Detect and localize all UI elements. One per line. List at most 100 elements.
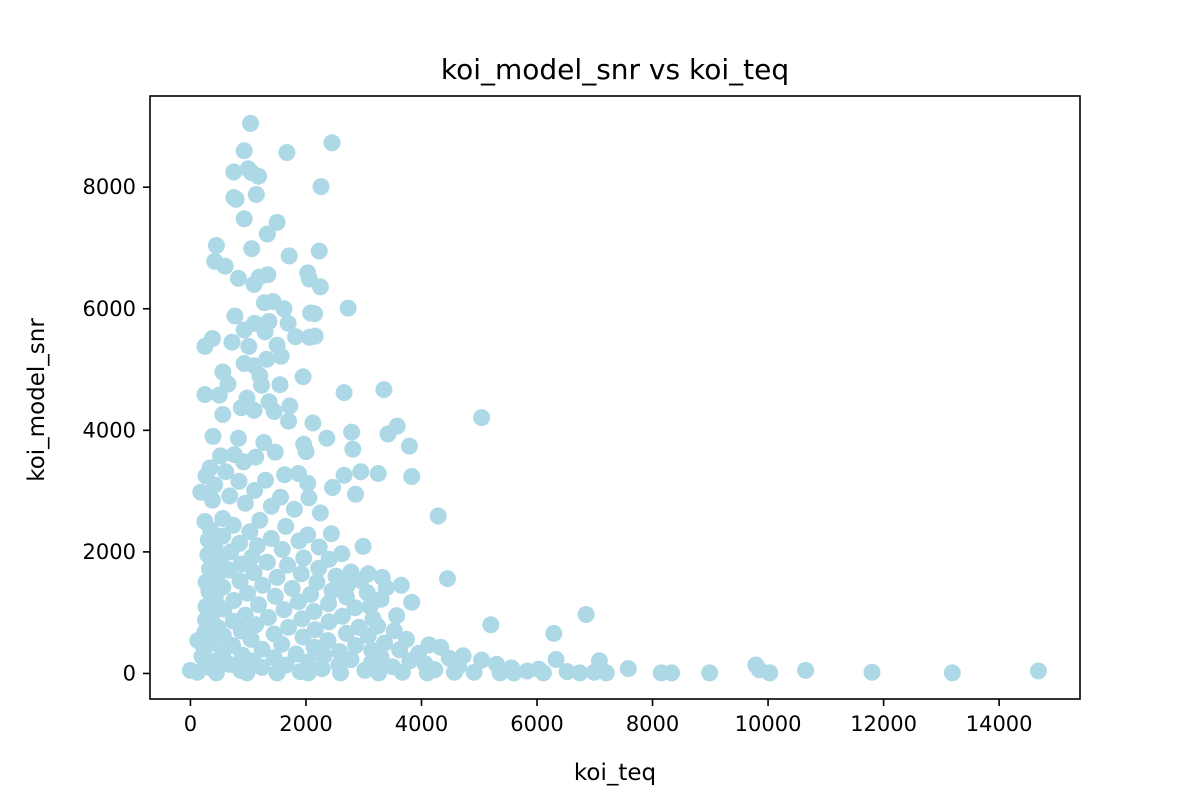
data-point	[311, 278, 329, 296]
data-point	[285, 500, 303, 518]
x-tick-label: 10000	[735, 712, 802, 736]
data-point	[393, 663, 411, 681]
x-tick-label: 0	[184, 712, 197, 736]
data-point	[297, 443, 315, 461]
data-point	[199, 546, 217, 564]
data-point	[344, 440, 362, 458]
data-point	[571, 664, 589, 682]
data-point	[242, 114, 259, 132]
data-point	[279, 556, 296, 574]
y-tick-label: 4000	[83, 418, 136, 442]
data-point	[354, 537, 372, 555]
data-point	[266, 443, 284, 461]
data-point	[505, 664, 523, 682]
data-point	[203, 491, 221, 509]
data-point	[323, 134, 341, 152]
data-point	[343, 423, 361, 441]
data-point	[275, 300, 293, 318]
data-point	[558, 663, 576, 681]
data-point	[223, 333, 241, 351]
data-point	[217, 463, 235, 481]
data-point	[304, 414, 322, 432]
data-point	[379, 425, 397, 443]
data-point	[266, 587, 284, 605]
data-point	[290, 532, 308, 550]
data-point	[400, 437, 418, 455]
data-point	[275, 601, 293, 619]
data-point	[320, 613, 338, 631]
data-point	[265, 403, 283, 420]
data-point	[518, 662, 536, 680]
data-point	[294, 628, 312, 646]
chart-title: koi_model_snr vs koi_teq	[441, 53, 789, 86]
data-point	[333, 545, 351, 563]
data-point	[347, 485, 365, 503]
data-point	[238, 664, 256, 682]
data-point	[253, 640, 271, 658]
data-point	[280, 247, 298, 265]
data-point	[235, 321, 253, 339]
x-tick-label: 2000	[279, 712, 332, 736]
data-point	[273, 635, 291, 653]
data-point	[214, 527, 232, 545]
data-point	[206, 476, 224, 494]
data-point	[262, 530, 280, 547]
data-point	[306, 305, 324, 323]
data-point	[188, 663, 206, 681]
data-point	[547, 651, 565, 668]
data-point	[376, 634, 393, 652]
data-point	[271, 376, 289, 394]
data-point	[259, 609, 277, 626]
data-point	[224, 516, 242, 534]
data-point	[339, 299, 357, 317]
plot-frame	[149, 95, 1081, 700]
data-point	[247, 616, 265, 634]
data-point	[313, 660, 331, 678]
data-point	[359, 627, 377, 645]
data-point	[196, 386, 214, 403]
data-point	[207, 664, 225, 682]
data-point	[585, 663, 603, 681]
data-point	[324, 479, 341, 496]
y-axis-ticks: 0 2000 4000 6000 8000	[83, 175, 150, 685]
data-point	[577, 606, 595, 623]
x-tick-label: 4000	[395, 712, 448, 736]
data-point	[322, 525, 340, 543]
data-point	[239, 584, 257, 602]
data-point	[273, 541, 291, 558]
data-point	[473, 651, 491, 669]
data-point	[311, 504, 329, 522]
data-point	[292, 565, 310, 583]
data-point	[268, 568, 286, 586]
data-point	[262, 497, 280, 515]
data-point	[370, 664, 388, 682]
data-point	[358, 584, 376, 602]
data-point	[299, 474, 317, 492]
data-point	[403, 468, 421, 485]
data-point	[253, 376, 270, 394]
data-point	[287, 328, 305, 346]
data-point	[863, 663, 881, 681]
data-point	[663, 664, 681, 682]
data-point	[333, 607, 351, 625]
data-point	[310, 538, 328, 556]
data-point	[280, 618, 298, 636]
data-point	[356, 661, 374, 679]
data-point	[278, 144, 296, 161]
data-point	[243, 240, 261, 258]
y-tick-label: 2000	[83, 540, 136, 564]
data-point	[545, 624, 563, 642]
data-point	[225, 163, 243, 181]
data-point	[761, 664, 779, 682]
data-point	[245, 401, 263, 419]
y-axis-label: koi_model_snr	[24, 318, 50, 482]
data-point	[235, 453, 253, 471]
data-point	[283, 579, 301, 597]
data-point	[240, 337, 258, 355]
data-point	[299, 664, 317, 682]
data-point	[465, 663, 483, 681]
data-point	[323, 582, 341, 600]
data-point	[242, 630, 260, 648]
data-point	[369, 465, 387, 482]
